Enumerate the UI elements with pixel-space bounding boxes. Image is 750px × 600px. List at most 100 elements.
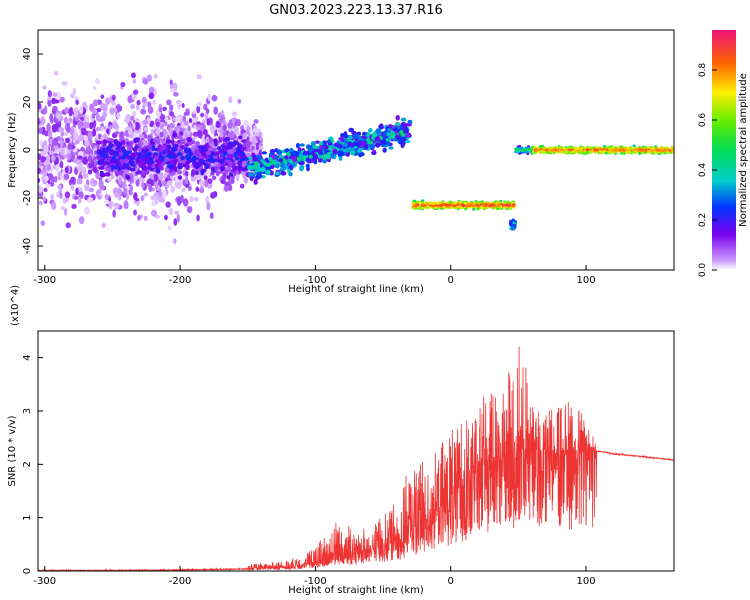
spectrogram-cell — [222, 131, 228, 136]
spectrogram-cell — [133, 192, 138, 201]
spectrogram-cell — [243, 157, 248, 161]
spectrogram-cell — [674, 148, 677, 151]
spectrogram-cell — [228, 96, 233, 104]
spectrogram-cell — [350, 150, 356, 156]
snr-series-line — [38, 346, 674, 571]
spectrogram-cell — [67, 143, 73, 150]
spectrogram-cell — [93, 166, 98, 174]
spectrogram-cell — [124, 152, 129, 157]
spectrogram-cell — [38, 153, 42, 161]
spectrogram-cell — [214, 141, 218, 147]
spectrogram-cell — [180, 155, 185, 161]
spectrogram-cell — [82, 156, 88, 165]
spectrogram-cell — [641, 145, 645, 149]
spectrogram-cell — [99, 184, 105, 191]
spectrogram-cell — [196, 101, 203, 107]
spectrogram-cell — [95, 78, 100, 85]
spectrogram-cell — [100, 102, 107, 111]
spectrogram-cell — [312, 145, 319, 150]
spectrogram-cell — [198, 155, 205, 160]
spectrogram-cell — [227, 184, 233, 192]
spectrogram-cell — [164, 214, 168, 221]
spectrogram-cell — [222, 124, 227, 132]
spectrogram-cell — [118, 176, 123, 186]
spectrogram-cell — [129, 160, 135, 167]
spectrogram-cell — [154, 147, 159, 152]
spectrogram-cell — [205, 150, 211, 156]
spectrogram-cell — [288, 172, 293, 177]
spectrogram-cell — [598, 150, 603, 153]
spectrogram-xtick-label: 100 — [576, 275, 595, 286]
spectrogram-cell — [60, 206, 66, 211]
spectrogram-cell — [170, 185, 176, 193]
spectrogram-cell — [63, 153, 68, 159]
spectrogram-cell — [43, 140, 48, 147]
spectrogram-cell — [89, 122, 94, 130]
spectrogram-cell — [231, 117, 235, 124]
spectrogram-cell — [201, 119, 206, 124]
spectrogram-cell — [180, 144, 185, 150]
spectrogram-cell — [251, 136, 257, 145]
spectrogram-cell — [146, 74, 152, 82]
spectrogram-cell — [75, 187, 79, 196]
spectrogram-cell — [140, 108, 147, 115]
spectrogram-cell — [224, 181, 230, 186]
spectrogram-cell — [133, 209, 137, 216]
spectrogram-cell — [514, 147, 518, 151]
spectrogram-cell — [122, 148, 127, 154]
spectrogram-cell — [148, 163, 153, 167]
spectrogram-cell — [224, 159, 230, 163]
spectrogram-cell — [618, 148, 622, 152]
spectrogram-cell — [70, 176, 76, 182]
spectrogram-cell — [187, 125, 191, 132]
spectrogram-cell — [155, 137, 161, 145]
spectrogram-cell — [63, 208, 68, 216]
spectrogram-xtick-label: -100 — [304, 275, 327, 286]
spectrogram-cell — [219, 165, 226, 172]
spectrogram-cell — [198, 180, 205, 187]
spectrogram-cell — [259, 167, 266, 173]
spectrogram-cell — [627, 150, 631, 154]
spectrogram-cell — [253, 119, 259, 124]
spectrogram-cell — [247, 172, 254, 177]
spectrogram-cell — [186, 147, 192, 153]
spectrogram-cell — [53, 145, 59, 150]
spectrogram-xtick-label: -200 — [169, 275, 192, 286]
spectrogram-cell — [268, 156, 273, 163]
spectrogram-cell — [545, 148, 549, 152]
spectrogram-cell — [99, 170, 104, 175]
spectrogram-cell — [195, 186, 200, 192]
spectrogram-cell — [167, 225, 172, 231]
spectrogram-cell — [311, 156, 317, 161]
spectrogram-cell — [74, 195, 79, 200]
spectrogram-cell — [452, 204, 456, 207]
spectrogram-cell — [174, 181, 179, 189]
spectrogram-cell — [51, 123, 58, 133]
spectrogram-cell — [659, 149, 663, 153]
spectrogram-cell — [394, 122, 401, 127]
spectrogram-cell — [192, 131, 199, 137]
colorbar-label: Normalized spectral amplitude — [738, 73, 749, 227]
spectrogram-cell — [590, 146, 594, 150]
spectrogram-cell — [155, 167, 161, 174]
snr-marks — [38, 346, 674, 571]
spectrogram-cell — [193, 124, 197, 130]
spectrogram-cell — [341, 133, 346, 137]
spectrogram-cell — [108, 201, 113, 210]
spectrogram-cell — [49, 113, 54, 122]
spectrogram-cell — [463, 201, 467, 205]
spectrogram-cell — [173, 218, 178, 226]
spectrogram-cell — [169, 111, 175, 117]
spectrogram-cell — [200, 112, 205, 118]
spectrogram-cell — [111, 94, 116, 101]
spectrogram-cell — [388, 146, 394, 150]
spectrogram-cell — [66, 122, 71, 128]
spectrogram-cell — [174, 210, 180, 216]
spectrogram-cell — [50, 193, 54, 201]
spectrogram-cell — [64, 106, 69, 114]
spectrogram-cell — [46, 122, 51, 132]
spectrogram-cell — [302, 155, 307, 162]
spectrogram-cell — [51, 155, 56, 161]
spectrogram-cell — [240, 146, 245, 152]
spectrogram-cell — [61, 81, 68, 86]
